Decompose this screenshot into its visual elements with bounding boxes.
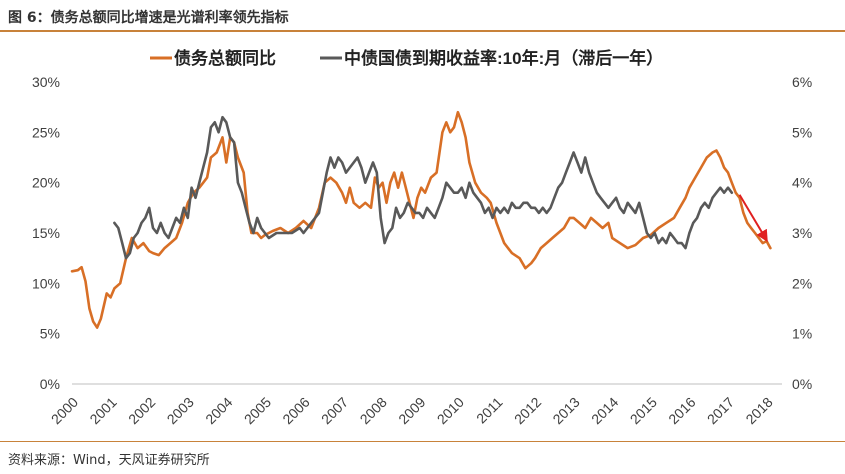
- y-right-tick-label: 4%: [792, 175, 812, 191]
- y-left-tick-label: 10%: [32, 275, 60, 291]
- y-left-tick-label: 30%: [32, 74, 60, 90]
- y-right-tick-label: 2%: [792, 275, 812, 291]
- x-tick-label: 2007: [318, 394, 351, 427]
- y-left-tick-label: 15%: [32, 225, 60, 241]
- x-tick-label: 2018: [742, 394, 775, 427]
- y-right-tick-label: 5%: [792, 124, 812, 140]
- x-tick-label: 2012: [511, 394, 544, 427]
- series-line-bond-yield: [113, 115, 734, 260]
- x-tick-label: 2011: [473, 394, 506, 427]
- x-tick-label: 2005: [241, 394, 274, 427]
- x-tick-label: 2002: [125, 394, 158, 427]
- annotations: [738, 194, 768, 243]
- x-tick-label: 2013: [549, 394, 582, 427]
- x-tick-label: 2004: [202, 394, 235, 427]
- x-tick-label: 2017: [704, 394, 737, 427]
- x-tick-label: 2006: [279, 394, 312, 427]
- y-right-tick-label: 6%: [792, 74, 812, 90]
- series-lines: [70, 110, 772, 329]
- legend-label: 债务总额同比: [174, 48, 276, 68]
- x-tick-label: 2000: [48, 394, 81, 427]
- y-left-tick-label: 25%: [32, 124, 60, 140]
- line-chart: 债务总额同比 中债国债到期收益率:10年:月（滞后一年） 0% 5% 10% 15% 20…: [32, 48, 812, 427]
- figure-title: 图 6：债务总额同比增速是光谱利率领先指标: [8, 10, 289, 26]
- y-left-tick-label: 20%: [32, 175, 60, 191]
- legend-label: 中债国债到期收益率:10年:月（滞后一年）: [344, 48, 663, 68]
- bottom-rule: [0, 441, 845, 442]
- x-tick-label: 2008: [357, 394, 390, 427]
- x-tick-label: 2001: [86, 394, 119, 427]
- y-right-tick-label: 3%: [792, 225, 812, 241]
- x-tick-label: 2010: [434, 394, 467, 427]
- trend-arrow: [738, 194, 768, 243]
- y-right-tick-label: 0%: [792, 376, 812, 392]
- y-left-tick-label: 0%: [40, 376, 60, 392]
- x-tick-label: 2014: [588, 394, 621, 427]
- top-rule: [0, 30, 845, 32]
- source-note: 资料来源：Wind，天风证券研究所: [8, 453, 210, 468]
- x-tick-label: 2016: [665, 394, 698, 427]
- y-right-tick-label: 1%: [792, 326, 812, 342]
- x-tick-label: 2015: [627, 394, 660, 427]
- y-left-tick-label: 5%: [40, 326, 60, 342]
- x-tick-label: 2009: [395, 394, 428, 427]
- x-tick-label: 2003: [164, 394, 197, 427]
- legend: 债务总额同比 中债国债到期收益率:10年:月（滞后一年）: [150, 48, 663, 68]
